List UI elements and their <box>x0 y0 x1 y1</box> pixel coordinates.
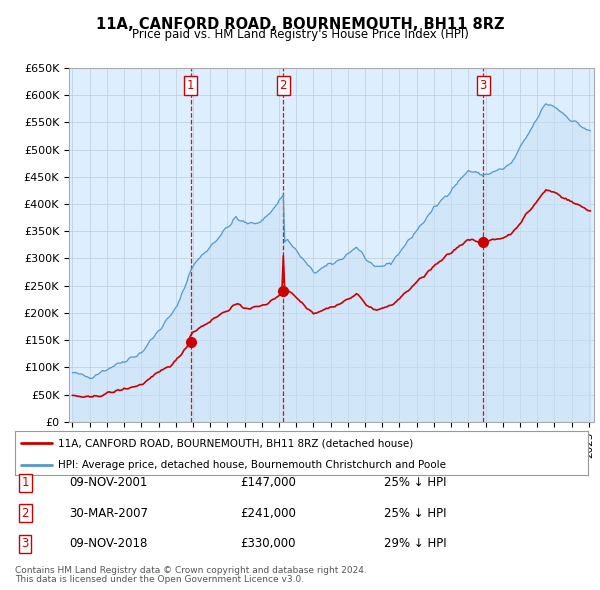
Text: £241,000: £241,000 <box>240 507 296 520</box>
Text: 3: 3 <box>479 79 487 92</box>
Text: Price paid vs. HM Land Registry's House Price Index (HPI): Price paid vs. HM Land Registry's House … <box>131 28 469 41</box>
Text: 29% ↓ HPI: 29% ↓ HPI <box>384 537 446 550</box>
Text: £330,000: £330,000 <box>240 537 296 550</box>
Text: 2: 2 <box>280 79 287 92</box>
Text: HPI: Average price, detached house, Bournemouth Christchurch and Poole: HPI: Average price, detached house, Bour… <box>58 460 446 470</box>
Text: 11A, CANFORD ROAD, BOURNEMOUTH, BH11 8RZ: 11A, CANFORD ROAD, BOURNEMOUTH, BH11 8RZ <box>96 17 504 31</box>
Text: Contains HM Land Registry data © Crown copyright and database right 2024.: Contains HM Land Registry data © Crown c… <box>15 566 367 575</box>
Text: £147,000: £147,000 <box>240 476 296 489</box>
Text: 1: 1 <box>22 476 29 489</box>
Text: 11A, CANFORD ROAD, BOURNEMOUTH, BH11 8RZ (detached house): 11A, CANFORD ROAD, BOURNEMOUTH, BH11 8RZ… <box>58 438 413 448</box>
Text: 1: 1 <box>187 79 194 92</box>
Text: 30-MAR-2007: 30-MAR-2007 <box>69 507 148 520</box>
Text: 3: 3 <box>22 537 29 550</box>
Text: 25% ↓ HPI: 25% ↓ HPI <box>384 507 446 520</box>
Text: 09-NOV-2001: 09-NOV-2001 <box>69 476 148 489</box>
Text: 2: 2 <box>22 507 29 520</box>
Text: 09-NOV-2018: 09-NOV-2018 <box>69 537 148 550</box>
Text: 25% ↓ HPI: 25% ↓ HPI <box>384 476 446 489</box>
Text: This data is licensed under the Open Government Licence v3.0.: This data is licensed under the Open Gov… <box>15 575 304 584</box>
